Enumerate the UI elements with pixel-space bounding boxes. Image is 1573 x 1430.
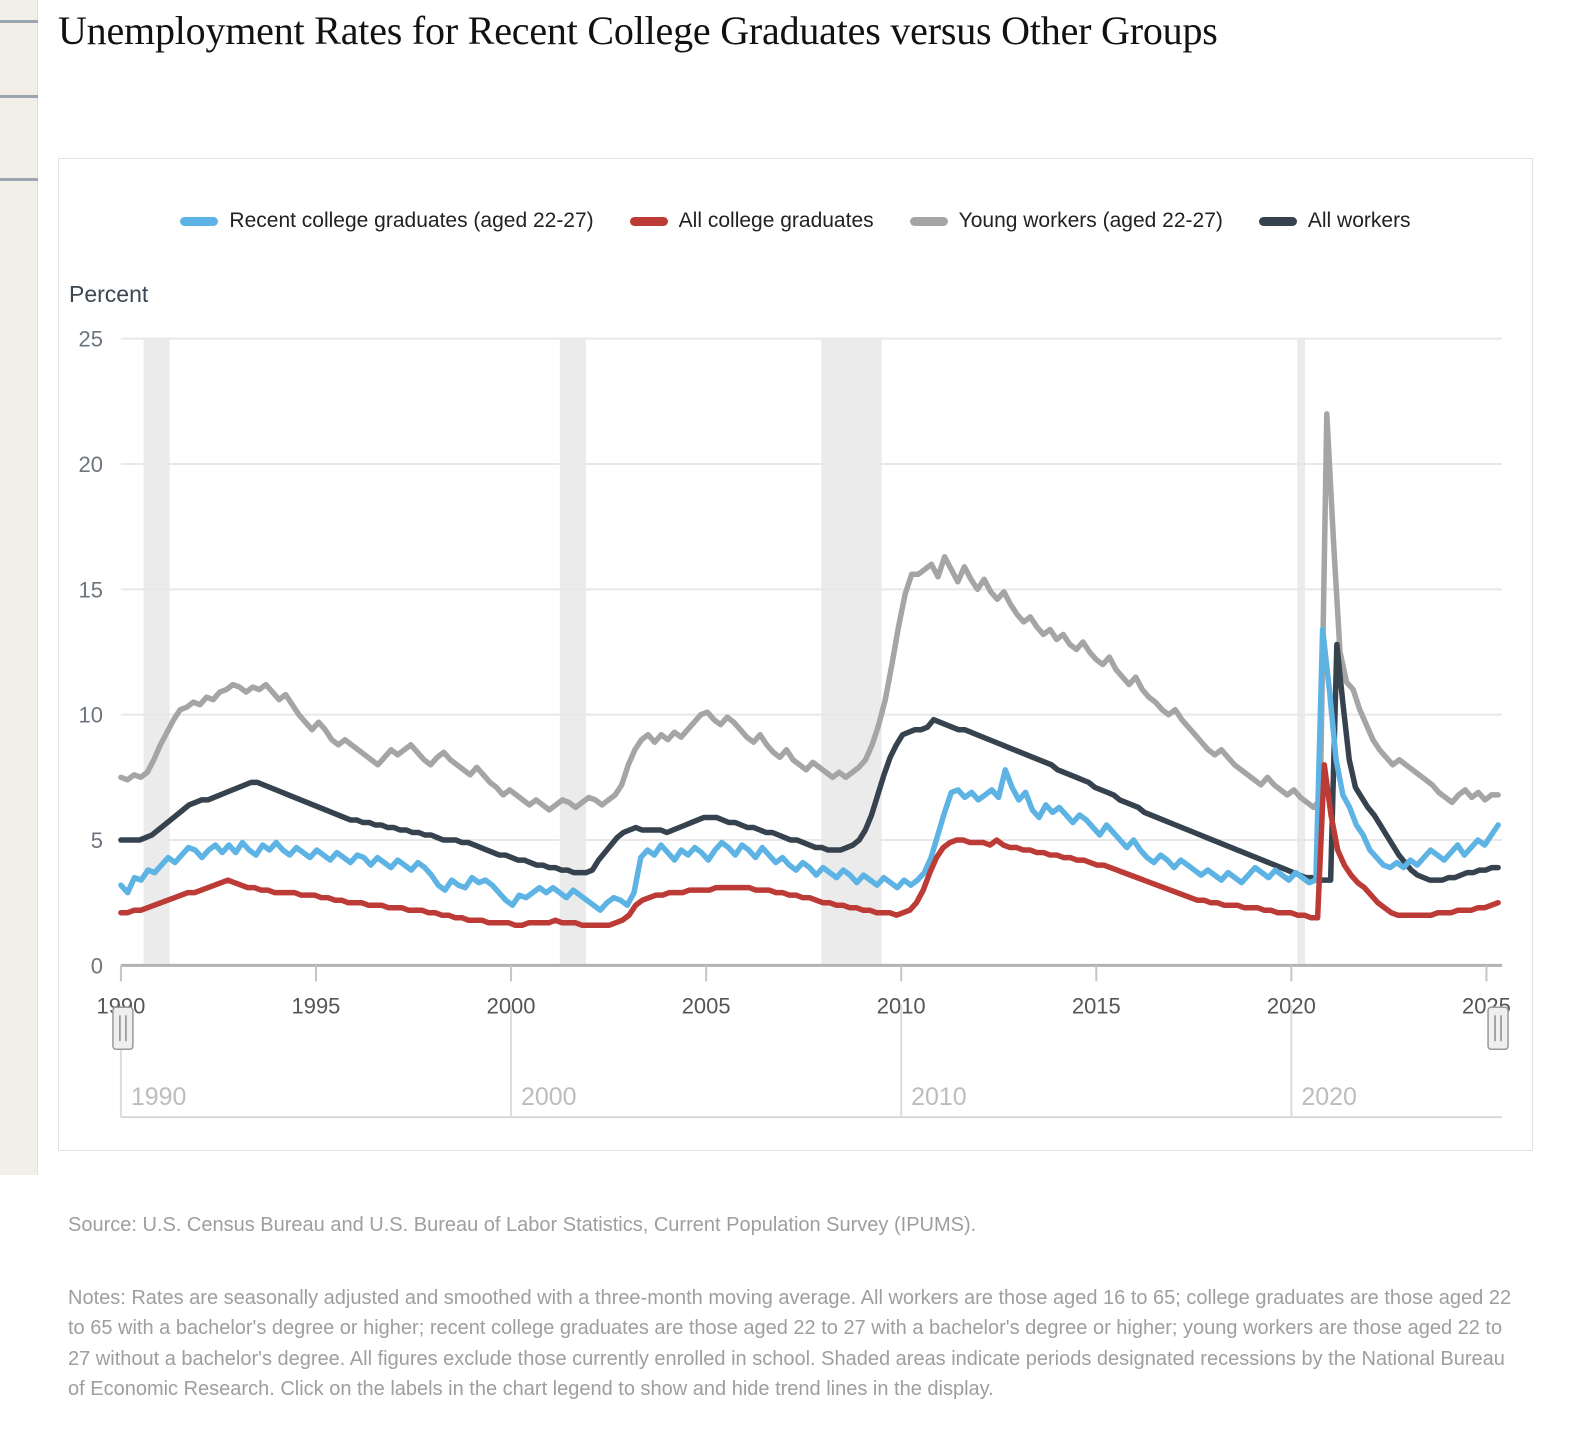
range-handle-right[interactable] (1487, 1006, 1509, 1050)
rail-divider-1 (0, 20, 38, 23)
series-line-all-college-graduates (118, 762, 1501, 929)
y-tick-label-20: 20 (79, 452, 103, 477)
legend-label-all-workers: All workers (1307, 209, 1411, 232)
rail-divider-3 (0, 178, 38, 181)
y-tick-label-15: 15 (79, 577, 103, 602)
y-tick-label-0: 0 (91, 953, 103, 978)
legend-swatch-young-workers (909, 216, 948, 226)
recession-band-3 (821, 338, 882, 966)
legend-item-all-college-graduates[interactable]: All college graduates (629, 209, 874, 233)
x-tick-label-1995: 1995 (292, 993, 341, 1018)
y-axis-title: Percent (69, 281, 149, 307)
legend-label-recent-college-graduates: Recent college graduates (aged 22-27) (229, 209, 594, 232)
legend-item-recent-college-graduates[interactable]: Recent college graduates (aged 22-27) (180, 209, 594, 233)
chart-legend: Recent college graduates (aged 22-27) Al… (59, 209, 1532, 233)
y-tick-label-10: 10 (79, 703, 103, 728)
range-label-2010: 2010 (911, 1083, 967, 1111)
range-label-1990: 1990 (131, 1083, 187, 1111)
legend-label-all-college-graduates: All college graduates (678, 209, 874, 232)
series-line-all-workers (118, 641, 1501, 883)
recession-band-2 (559, 338, 586, 966)
legend-swatch-all-college-graduates (629, 216, 668, 226)
range-handle-left[interactable] (112, 1006, 134, 1050)
range-handle-right-body[interactable] (1487, 1006, 1509, 1050)
left-sidebar-rail (0, 0, 38, 1175)
range-label-2000: 2000 (521, 1083, 577, 1111)
chart-panel: Recent college graduates (aged 22-27) Al… (58, 158, 1533, 1151)
range-handle-left-body[interactable] (112, 1006, 134, 1050)
x-tick-label-2015: 2015 (1072, 993, 1121, 1018)
legend-label-young-workers: Young workers (aged 22-27) (958, 209, 1223, 232)
x-tick-label-2005: 2005 (682, 993, 731, 1018)
series-line-young-workers-aged-22-27 (118, 411, 1501, 813)
legend-item-all-workers[interactable]: All workers (1258, 209, 1411, 233)
legend-item-young-workers[interactable]: Young workers (aged 22-27) (909, 209, 1223, 233)
source-note: Source: U.S. Census Bureau and U.S. Bure… (68, 1214, 977, 1236)
recession-band-4 (1297, 338, 1306, 966)
legend-swatch-all-workers (1258, 216, 1297, 226)
legend-swatch-recent-college-graduates (180, 216, 219, 226)
rail-divider-2 (0, 95, 38, 98)
y-tick-label-25: 25 (79, 327, 103, 352)
range-label-2020: 2020 (1301, 1083, 1357, 1111)
page-title: Unemployment Rates for Recent College Gr… (58, 8, 1218, 53)
series-line-recent-college-graduates-aged-22-27 (118, 626, 1501, 913)
notes-paragraph: Notes: Rates are seasonally adjusted and… (68, 1287, 1512, 1401)
y-tick-label-5: 5 (91, 828, 103, 853)
